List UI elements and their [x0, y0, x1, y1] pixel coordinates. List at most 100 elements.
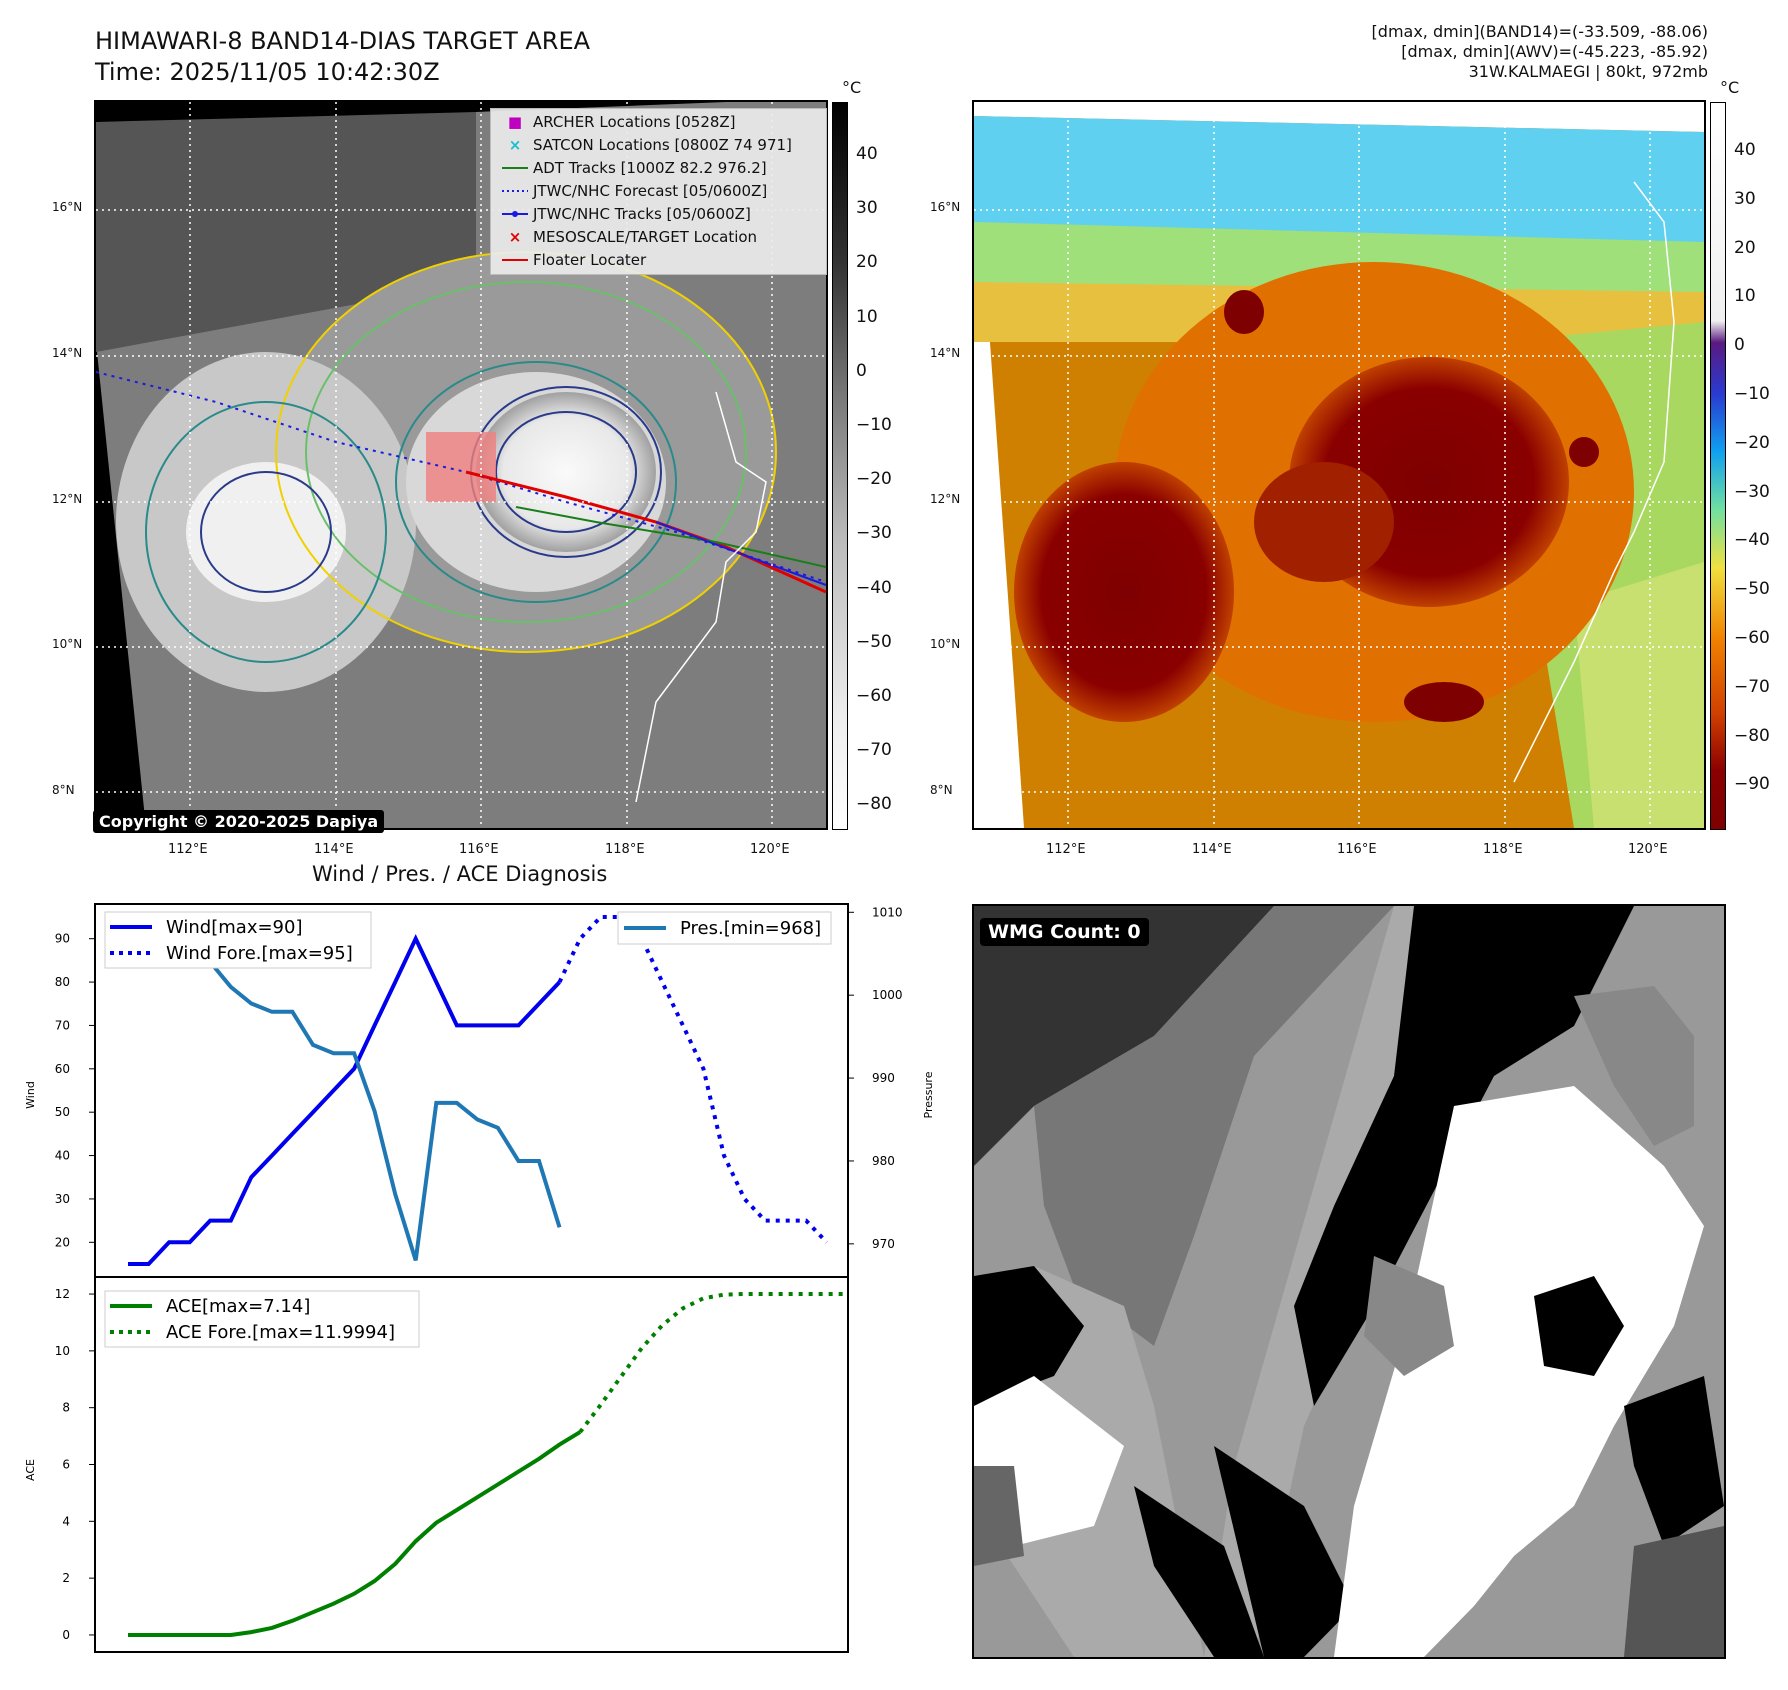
colorbar-tick-label: −80: [856, 794, 892, 815]
map-legend-item: Floater Locater: [497, 249, 820, 272]
lon-label: 120°E: [750, 842, 790, 857]
wind-tick-label: 80: [55, 975, 70, 989]
colorbar-tick-label: −50: [1734, 579, 1770, 600]
awv-map-image: [974, 102, 1704, 828]
lon-label: 114°E: [1192, 842, 1232, 857]
pressure-series-line: [126, 935, 562, 1261]
wind-tick-label: 30: [55, 1192, 70, 1206]
info-line-2: [dmax, dmin](AWV)=(-45.223, -85.92): [1401, 42, 1708, 61]
map-legend-item: JTWC/NHC Tracks [05/0600Z]: [497, 203, 820, 226]
colorbar-tick-label: −10: [1734, 384, 1770, 404]
ace-tick-label: 8: [62, 1401, 70, 1415]
wind-forecast-series-line: [557, 915, 829, 1244]
legend-symbol-icon: ×: [508, 228, 522, 246]
lon-label: 116°E: [1337, 842, 1377, 857]
ace-tick-label: 12: [55, 1287, 70, 1301]
lat-label: 10°N: [930, 637, 961, 651]
ace-tick-label: 10: [55, 1344, 70, 1358]
wind-legend-2: Wind Fore.[max=95]: [166, 943, 353, 964]
ir-map-image: [96, 102, 826, 828]
lon-label: 112°E: [168, 842, 208, 857]
wmg-count-label: WMG Count: 0: [980, 918, 1149, 946]
ace-ylabel: ACE: [24, 1459, 37, 1481]
info-line-1: [dmax, dmin](BAND14)=(-33.509, -88.06): [1371, 22, 1708, 41]
ace-legend-2: ACE Fore.[max=11.9994]: [166, 1322, 395, 1343]
legend-label: JTWC/NHC Forecast [05/0600Z]: [533, 182, 768, 200]
ace-tick-label: 0: [62, 1628, 70, 1642]
colorbar-tick-label: −50: [856, 631, 892, 652]
wind-series-line: [128, 934, 561, 1266]
map-legend-item: × MESOSCALE/TARGET Location: [497, 226, 820, 249]
copyright-label: Copyright © 2020-2025 Dapiya: [93, 810, 385, 833]
pressure-tick-label: 990: [872, 1071, 895, 1085]
map-legend: ■ ARCHER Locations [0528Z] × SATCON Locatio…: [490, 108, 827, 275]
legend-symbol-icon: [497, 249, 533, 272]
colorbar-tick-label: 20: [1734, 237, 1756, 258]
wind-ylabel: Wind: [24, 1081, 37, 1109]
awv-map-panel: [972, 100, 1706, 830]
lat-label: 16°N: [930, 200, 961, 214]
info-line-3: 31W.KALMAEGI | 80kt, 972mb: [1468, 62, 1708, 81]
colorbar-band14: [832, 102, 848, 830]
lon-label: 112°E: [1046, 842, 1086, 857]
legend-label: ADT Tracks [1000Z 82.2 976.2]: [533, 159, 767, 177]
colorbar-awv-unit: °C: [1720, 78, 1740, 97]
pres-legend: Pres.[min=968]: [617, 911, 832, 945]
legend-symbol-icon: [497, 180, 533, 203]
colorbar-tick-label: 10: [1734, 286, 1756, 307]
lat-label: 14°N: [930, 346, 961, 360]
colorbar-tick-label: −20: [1734, 432, 1770, 453]
ace-legend-1: ACE[max=7.14]: [166, 1296, 310, 1317]
colorbar-tick-label: −90: [1734, 774, 1770, 795]
map-legend-item: JTWC/NHC Forecast [05/0600Z]: [497, 180, 820, 203]
colorbar-tick-label: 40: [856, 144, 878, 164]
title-line-2: Time: 2025/11/05 10:42:30Z: [95, 58, 440, 86]
pressure-tick-label: 980: [872, 1154, 895, 1168]
map-legend-item: × SATCON Locations [0800Z 74 971]: [497, 134, 820, 157]
lon-label: 116°E: [459, 842, 499, 857]
legend-label: SATCON Locations [0800Z 74 971]: [533, 136, 792, 154]
colorbar-tick-label: 30: [856, 198, 878, 219]
wind-tick-label: 20: [55, 1235, 70, 1249]
colorbar-band14-unit: °C: [842, 78, 862, 97]
wmg-panel: [972, 904, 1726, 1659]
map-legend-item: ■ ARCHER Locations [0528Z]: [497, 111, 820, 134]
colorbar-tick-label: 40: [1734, 140, 1756, 160]
pressure-tick-label: 970: [872, 1237, 895, 1251]
colorbar-tick-label: 30: [1734, 188, 1756, 209]
ace-forecast-series-line: [578, 1292, 848, 1434]
colorbar-tick-label: −20: [856, 469, 892, 490]
lat-label: 10°N: [52, 637, 83, 651]
wind-legend-1: Wind[max=90]: [166, 917, 303, 938]
lat-label: 12°N: [52, 492, 83, 506]
colorbar-tick-label: −40: [856, 577, 892, 598]
lat-label: 8°N: [930, 783, 953, 797]
ace-tick-label: 4: [62, 1514, 70, 1528]
pressure-tick-label: 1000: [872, 988, 903, 1002]
wmg-image: [974, 906, 1724, 1657]
lon-label: 118°E: [1483, 842, 1523, 857]
colorbar-tick-label: −40: [1734, 530, 1770, 551]
wind-legend: Wind[max=90] Wind Fore.[max=95]: [104, 911, 372, 969]
legend-symbol-icon: [497, 157, 533, 180]
diag-title: Wind / Pres. / ACE Diagnosis: [312, 862, 608, 886]
colorbar-tick-label: 20: [856, 252, 878, 273]
legend-label: JTWC/NHC Tracks [05/0600Z]: [533, 205, 751, 223]
legend-symbol-icon: ■: [507, 113, 523, 131]
title-line-1: HIMAWARI-8 BAND14-DIAS TARGET AREA: [95, 27, 591, 55]
ace-tick-label: 6: [62, 1458, 70, 1472]
legend-symbol-icon: [497, 203, 533, 226]
pressure-tick-label: 1010: [872, 905, 903, 919]
colorbar-tick-label: 10: [856, 306, 878, 327]
wind-tick-label: 40: [55, 1149, 70, 1163]
colorbar-tick-label: −10: [856, 415, 892, 435]
lat-label: 12°N: [930, 492, 961, 506]
ace-tick-label: 2: [62, 1571, 70, 1585]
colorbar-tick-label: −70: [856, 740, 892, 761]
figure-title: HIMAWARI-8 BAND14-DIAS TARGET AREA Time:…: [95, 26, 590, 88]
ace-series-line: [128, 1430, 582, 1637]
colorbar-tick-label: −30: [856, 523, 892, 544]
lat-label: 14°N: [52, 346, 83, 360]
colorbar-tick-label: −70: [1734, 676, 1770, 697]
legend-label: ARCHER Locations [0528Z]: [533, 113, 736, 131]
